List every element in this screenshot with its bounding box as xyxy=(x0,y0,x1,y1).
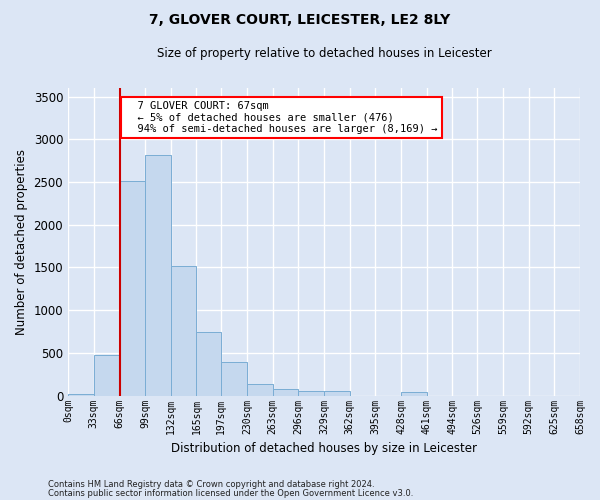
Bar xyxy=(171,266,196,396)
Bar xyxy=(324,391,350,396)
Bar xyxy=(401,392,427,396)
Text: Contains HM Land Registry data © Crown copyright and database right 2024.: Contains HM Land Registry data © Crown c… xyxy=(48,480,374,489)
Bar xyxy=(272,389,298,396)
Bar xyxy=(298,391,324,396)
Bar xyxy=(119,181,145,396)
Bar xyxy=(94,356,119,396)
Bar xyxy=(145,154,171,396)
Text: Contains public sector information licensed under the Open Government Licence v3: Contains public sector information licen… xyxy=(48,488,413,498)
X-axis label: Distribution of detached houses by size in Leicester: Distribution of detached houses by size … xyxy=(171,442,477,455)
Bar xyxy=(221,362,247,396)
Bar xyxy=(196,332,221,396)
Text: 7, GLOVER COURT, LEICESTER, LE2 8LY: 7, GLOVER COURT, LEICESTER, LE2 8LY xyxy=(149,12,451,26)
Y-axis label: Number of detached properties: Number of detached properties xyxy=(15,149,28,335)
Title: Size of property relative to detached houses in Leicester: Size of property relative to detached ho… xyxy=(157,48,491,60)
Bar xyxy=(68,394,94,396)
Bar xyxy=(247,384,272,396)
Text: 7 GLOVER COURT: 67sqm
  ← 5% of detached houses are smaller (476)
  94% of semi-: 7 GLOVER COURT: 67sqm ← 5% of detached h… xyxy=(125,101,437,134)
